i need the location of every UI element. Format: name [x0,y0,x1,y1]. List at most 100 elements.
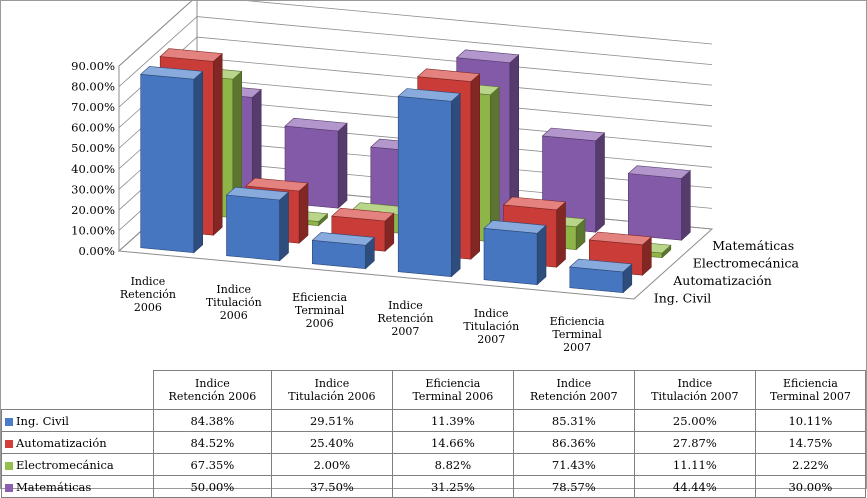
series-name-cell: Ing. Civil [1,409,154,432]
category-label: Indice Titulación 2007 [463,307,519,346]
bar [311,232,376,270]
table-header-row: Indice Retención 2006 Indice Titulación 20… [1,370,867,410]
bar-top [245,177,309,192]
bar-side [451,92,461,278]
y-tick-label: 60.00% [71,121,115,135]
table-cell: 2.22% [754,453,867,476]
table-cell: 44.44% [633,475,756,498]
table-cell: 11.39% [391,409,514,432]
table-row: Ing. Civil 84.38% 29.51% 11.39% 85.31% 2… [1,409,867,432]
series-name-cell: Matemáticas [1,475,154,498]
series-axis-label: Electromecánica [693,255,800,270]
category-label: Eficiencia Terminal 2007 [550,315,605,354]
table-cell: 78.57% [512,475,635,498]
bar [225,186,290,262]
table-cell: 31.25% [391,475,514,498]
gridline [118,1,713,67]
table-cell: 85.31% [512,409,635,432]
series-name-cell: Electromecánica [1,453,154,476]
table-cell: 8.82% [391,453,514,476]
table-cell: 30.00% [754,475,867,498]
table-header: Indice Retención 2006 [152,370,272,410]
category-label: Indice Retención 2006 [120,275,176,314]
gridline [118,16,713,87]
bar [569,258,633,294]
series-name-cell: Automatización [1,431,154,454]
table-cell: 11.11% [633,453,756,476]
bar [627,165,692,241]
category-label: Indice Titulación 2006 [206,283,262,322]
y-tick-label: 50.00% [71,141,115,155]
table-header: Indice Retención 2007 [512,370,635,410]
table-cell: 37.50% [270,475,393,498]
y-tick-label: 40.00% [71,162,115,176]
legend-swatch [5,483,13,492]
legend-swatch [5,439,13,448]
bar-top [331,207,395,222]
table-cell: 86.36% [512,431,635,454]
table-cell: 29.51% [270,409,393,432]
bars [139,48,692,294]
bar [483,220,547,286]
series-axis-label: Automatización [672,273,772,288]
bar-side [298,182,309,244]
table-row: Electromecánica 67.35% 2.00% 8.82% 71.43… [1,453,867,476]
bar-side [279,191,289,262]
bar [139,66,204,254]
y-tick-label: 90.00% [71,59,115,73]
table-cell: 84.52% [152,431,272,454]
bar [397,88,461,278]
column-chart-3d: 0.00% 10.00% 20.00% 30.00% 40.00% 50.00% 60.00… [71,1,800,354]
bar-side [193,70,203,254]
y-tick-label: 80.00% [71,80,115,94]
table-cell: 71.43% [512,453,635,476]
table-cell: 10.11% [754,409,867,432]
table-header: Indice Titulación 2007 [633,370,756,410]
bar-top [416,68,481,82]
bar-front [226,194,281,262]
bar-side [470,73,481,260]
table-corner [1,370,154,410]
series-axis-label: Matemáticas [712,238,794,253]
series-axis-label: Ing. Civil [654,290,712,305]
bar-top [627,165,692,179]
y-tick-label: 10.00% [71,223,115,237]
table-cell: 84.38% [152,409,272,432]
bar-side [681,169,691,241]
category-labels: Indice Retención 2006 Indice Titulación 2006 E… [120,275,605,354]
bar-top [311,232,376,246]
bar-front [140,73,195,254]
bar-side [490,86,500,243]
bar-top [284,117,348,132]
legend-swatch [5,461,13,470]
table-cell: 67.35% [152,453,272,476]
bar-side [595,132,605,233]
y-tick-label: 70.00% [71,100,115,114]
bar-side [213,52,223,236]
table-cell: 2.00% [270,453,393,476]
table-header: Eficiencia Terminal 2007 [754,370,867,410]
y-tick-label: 20.00% [71,203,115,217]
category-label: Eficiencia Terminal 2006 [292,291,347,330]
bar-top [588,231,653,246]
category-label: Indice Retención 2007 [377,299,433,338]
table-cell: 27.87% [633,431,756,454]
table-cell: 25.00% [633,409,756,432]
bar-top [502,196,567,211]
bar-top [483,220,547,234]
bar-front [627,173,682,241]
bar-side [337,122,348,209]
bar-side [536,224,547,286]
bar [284,117,348,209]
bar-top [139,66,204,80]
table-cell: 50.00% [152,475,272,498]
legend-swatch [5,417,13,426]
table-row: Automatización 84.52% 25.40% 14.66% 86.3… [1,431,867,454]
series-axis-labels: Ing. Civil Automatización Electromecánica M… [654,238,800,306]
y-tick-label: 0.00% [78,244,115,258]
y-tick-label: 30.00% [71,182,115,196]
bar-top [397,88,461,102]
table-header: Indice Titulación 2006 [270,370,393,410]
table-header: Eficiencia Terminal 2006 [391,370,514,410]
